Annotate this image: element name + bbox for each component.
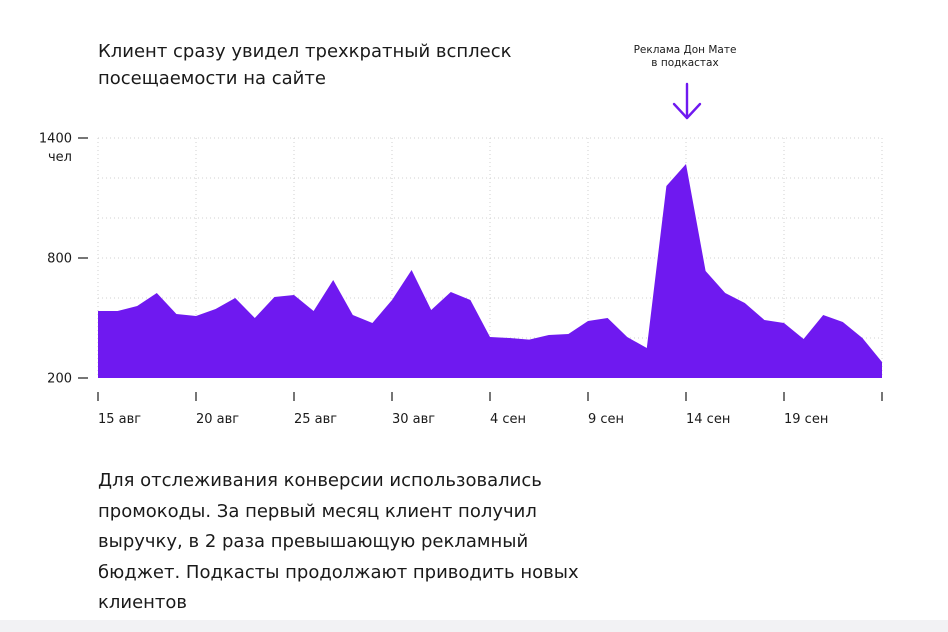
x-tick-label: 15 авг (98, 412, 141, 427)
x-tick-label: 9 сен (588, 412, 624, 427)
body-line-1: Для отслеживания конверсии использовалис… (98, 470, 542, 491)
body-line-3: выручку, в 2 раза превышающую рекламный (98, 531, 529, 552)
headline-line-1: Клиент сразу увидел трехкратный всплеск (98, 41, 512, 62)
body-line-2: промокоды. За первый месяц клиент получи… (98, 500, 537, 522)
x-tick-label: 19 сен (784, 412, 828, 427)
y-tick-label: 800 (47, 252, 72, 267)
headline: Клиент сразу увидел трехкратный всплеск … (98, 38, 568, 92)
annotation-callout: Реклама Дон Мате в подкастах (610, 44, 760, 70)
y-unit-label: чел (48, 150, 72, 165)
x-tick-label: 30 авг (392, 412, 435, 427)
body-line-5: клиентов (98, 592, 188, 613)
y-tick-label: 200 (47, 372, 72, 387)
callout-line-2: в подкастах (651, 57, 719, 69)
body-line-4: бюджет. Подкасты продолжают приводить но… (98, 561, 579, 583)
x-tick-label: 25 авг (294, 412, 337, 427)
callout-line-1: Реклама Дон Мате (633, 44, 737, 56)
visitors-area (98, 164, 882, 378)
x-tick-label: 14 сен (686, 412, 730, 427)
y-tick-label: 1400 (39, 132, 72, 147)
arrow-down-icon (672, 82, 702, 120)
body-text: Для отслеживания конверсии использовалис… (98, 466, 638, 619)
x-tick-label: 4 сен (490, 412, 526, 427)
headline-line-2: посещаемости на сайте (98, 68, 326, 89)
visitors-area-chart: 200 800 1400 чел 15 авг 20 авг 25 авг 30 авг 4 с… (39, 132, 883, 427)
bottom-strip (0, 620, 948, 632)
x-tick-label: 20 авг (196, 412, 239, 427)
